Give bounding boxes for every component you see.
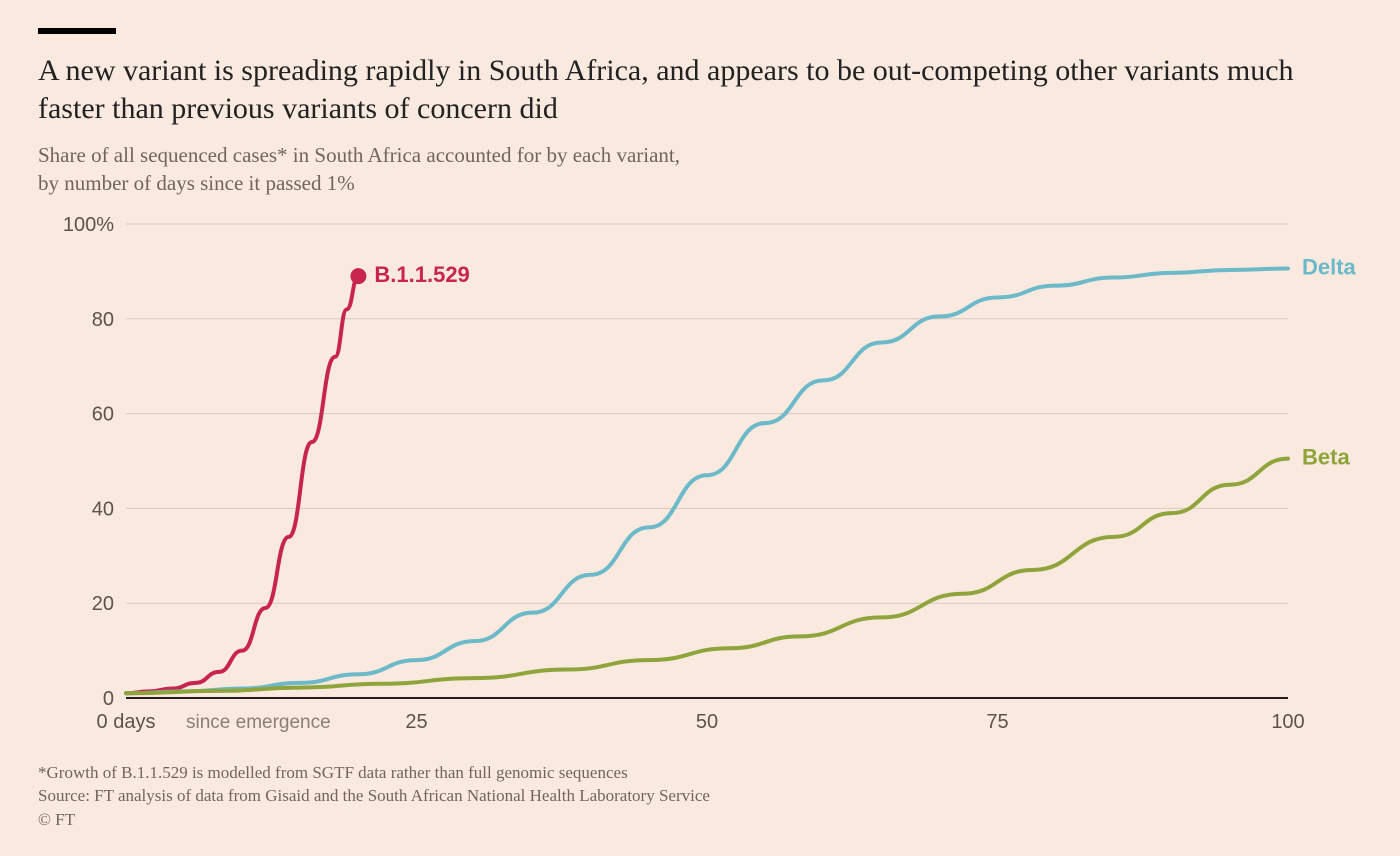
y-tick-label: 60	[92, 403, 114, 425]
chart-subtitle: Share of all sequenced cases* in South A…	[38, 141, 1362, 198]
y-tick-label: 0	[103, 688, 114, 710]
y-tick-label: 80	[92, 308, 114, 330]
subtitle-line-1: Share of all sequenced cases* in South A…	[38, 143, 680, 167]
chart-footnote: *Growth of B.1.1.529 is modelled from SG…	[38, 761, 1362, 809]
subtitle-line-2: by number of days since it passed 1%	[38, 171, 355, 195]
series-end-marker	[350, 268, 366, 284]
chart-title: A new variant is spreading rapidly in So…	[38, 52, 1298, 127]
y-tick-label: 20	[92, 593, 114, 615]
x-tick-label: 100	[1271, 711, 1304, 733]
line-chart-svg: 0 20 40 60 80 100% 0 days 25 50 75 100 since emerge…	[38, 208, 1362, 753]
copyright-text: © FT	[38, 810, 1362, 830]
footnote-line-2: Source: FT analysis of data from Gisaid …	[38, 786, 710, 805]
x-tick-label: 75	[986, 711, 1008, 733]
series-label: B.1.1.529	[374, 262, 469, 287]
x-axis-sublabel: since emergence	[186, 712, 331, 733]
x-tick-label: 0 days	[97, 711, 156, 733]
kicker-bar	[38, 28, 116, 34]
series-label: Beta	[1302, 444, 1350, 469]
chart-plot-area: 0 20 40 60 80 100% 0 days 25 50 75 100 since emerge…	[38, 208, 1362, 753]
x-tick-label: 50	[696, 711, 718, 733]
footnote-line-1: *Growth of B.1.1.529 is modelled from SG…	[38, 763, 628, 782]
y-tick-label: 40	[92, 498, 114, 520]
series-line-b.1.1.529	[126, 276, 358, 693]
series-label: Delta	[1302, 254, 1357, 279]
y-tick-label: 100%	[63, 214, 114, 236]
x-tick-label: 25	[405, 711, 427, 733]
